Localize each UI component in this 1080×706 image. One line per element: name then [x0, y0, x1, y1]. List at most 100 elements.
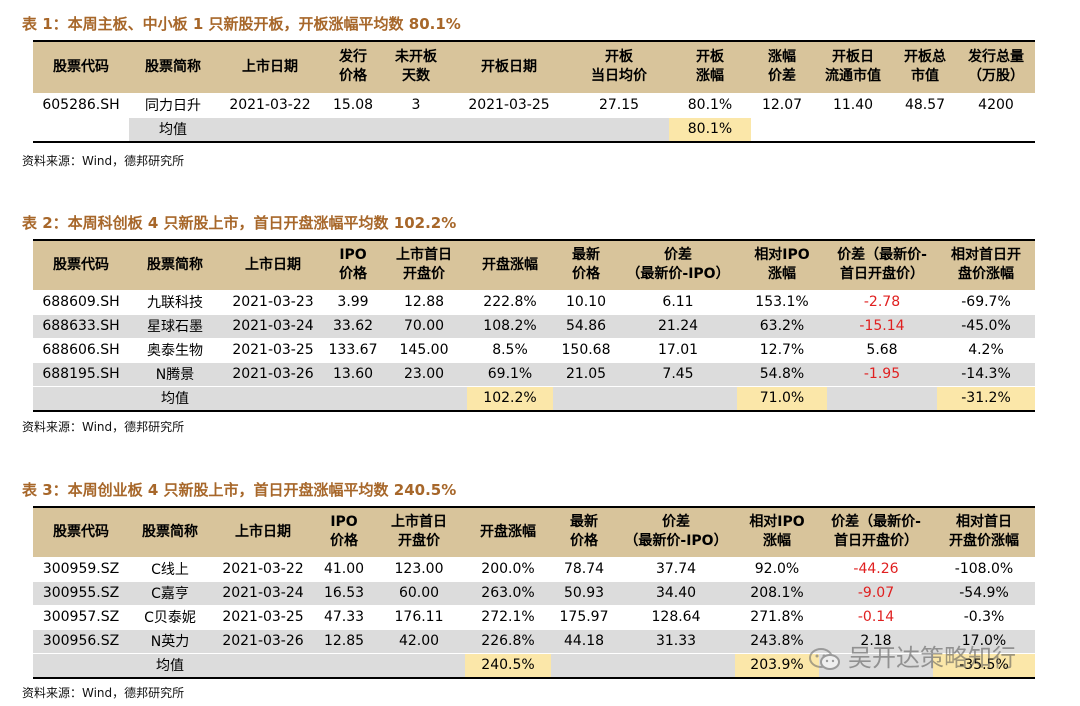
average-cell: [957, 116, 1035, 143]
table-cell: 2021-03-22: [217, 92, 323, 117]
table-cell: 271.8%: [735, 604, 819, 629]
table-cell: 15.08: [323, 92, 383, 117]
watermark: 吴开达策略知行: [808, 638, 1016, 673]
table-cell: 47.33: [315, 604, 373, 629]
table-cell: C贝泰妮: [129, 604, 211, 629]
table-cell: 4.2%: [937, 337, 1035, 362]
table-cell: 208.1%: [735, 580, 819, 605]
table-cell: -9.07: [819, 580, 933, 605]
header-line: 盘价涨幅: [958, 266, 1014, 283]
header-line: 价格: [330, 533, 358, 550]
table2-title: 表 2：本周科创板 4 只新股上市，首日开盘涨幅平均数 102.2%: [22, 214, 457, 232]
table-cell: 175.97: [551, 604, 617, 629]
table-cell: 同力日升: [129, 92, 217, 117]
table-cell: 128.64: [617, 604, 735, 629]
average-cell: [373, 652, 465, 679]
table3-source: 资料来源：Wind，德邦研究所: [22, 686, 185, 700]
table-cell: 2021-03-26: [211, 628, 315, 653]
average-cell: 102.2%: [467, 385, 553, 412]
average-cell: [217, 116, 323, 143]
table-cell: 37.74: [617, 556, 735, 581]
header-line: 相对IPO: [754, 247, 810, 264]
header-line: 涨幅: [696, 68, 724, 85]
table3-header-cell: 价差（最新价- 首日开盘价）: [819, 506, 933, 557]
table-row: 300956.SZ N英力 2021-03-26 12.85 42.00 226.8% 44…: [33, 628, 1035, 653]
table-cell: 九联科技: [129, 289, 221, 314]
table-cell: 80.1%: [669, 92, 751, 117]
table-cell: 300959.SZ: [33, 556, 129, 581]
table-cell: 176.11: [373, 604, 465, 629]
table2-header-cell: 价差 （最新价-IPO）: [619, 239, 737, 290]
table2-header-cell: 相对IPO 涨幅: [737, 239, 827, 290]
table2-header-cell: 最新 价格: [553, 239, 619, 290]
table2-header-cell: 价差（最新价- 首日开盘价）: [827, 239, 937, 290]
table-cell: 33.62: [325, 313, 381, 338]
table-cell: -108.0%: [933, 556, 1035, 581]
table-cell: 243.8%: [735, 628, 819, 653]
average-cell: [315, 652, 373, 679]
table3-header-cell: 上市日期: [211, 506, 315, 557]
header-line: 开盘价: [403, 266, 445, 283]
header-line: （万股）: [968, 68, 1024, 85]
table-cell: 688633.SH: [33, 313, 129, 338]
header-line: 开板: [605, 49, 633, 66]
header-line: 价差（最新价-: [837, 247, 927, 264]
header-line: 首日开盘价）: [840, 266, 924, 283]
table-cell: N腾景: [129, 361, 221, 386]
table3-header-cell: 相对IPO 涨幅: [735, 506, 819, 557]
header-line: 股票简称: [147, 256, 203, 273]
table-cell: 92.0%: [735, 556, 819, 581]
header-line: 上市首日: [391, 514, 447, 531]
table-cell: -15.14: [827, 313, 937, 338]
table-row: 605286.SH 同力日升 2021-03-22 15.08 3 2021-03-25 2…: [33, 92, 1035, 117]
table-cell: 27.15: [569, 92, 669, 117]
table-cell: 222.8%: [467, 289, 553, 314]
table-cell: 605286.SH: [33, 92, 129, 117]
header-line: 开板: [696, 49, 724, 66]
table1-header-cell: 发行 价格: [323, 40, 383, 93]
table-cell: 688606.SH: [33, 337, 129, 362]
table-cell: 41.00: [315, 556, 373, 581]
table-cell: 54.86: [553, 313, 619, 338]
average-cell: [323, 116, 383, 143]
average-cell: [33, 116, 129, 143]
wechat-icon: [808, 647, 842, 671]
table-cell: 42.00: [373, 628, 465, 653]
table2-header-cell: 股票简称: [129, 239, 221, 290]
average-cell: [551, 652, 617, 679]
table1-header-cell: 开板日期: [449, 40, 569, 93]
table-cell: 21.24: [619, 313, 737, 338]
table-cell: 2021-03-24: [221, 313, 325, 338]
table1-header-cell: 开板 当日均价: [569, 40, 669, 93]
average-cell: 均值: [129, 116, 217, 143]
table-cell: 2021-03-23: [221, 289, 325, 314]
header-line: 开盘涨幅: [480, 523, 536, 540]
average-cell: 71.0%: [737, 385, 827, 412]
table-cell: 263.0%: [465, 580, 551, 605]
table1-header-cell: 股票简称: [129, 40, 217, 93]
table1-header-cell: 开板日 流通市值: [813, 40, 893, 93]
table-cell: 60.00: [373, 580, 465, 605]
table3-header-cell: 股票代码: [33, 506, 129, 557]
table-cell: 23.00: [381, 361, 467, 386]
table-cell: 300955.SZ: [33, 580, 129, 605]
table1-header-cell: 股票代码: [33, 40, 129, 93]
table-cell: 8.5%: [467, 337, 553, 362]
table-cell: -0.3%: [933, 604, 1035, 629]
table2-header-cell: 相对首日开 盘价涨幅: [937, 239, 1035, 290]
table-cell: 2021-03-25: [449, 92, 569, 117]
table-cell: 16.53: [315, 580, 373, 605]
table-row: 688606.SH 奥泰生物 2021-03-25 133.67 145.00 8.5% 1…: [33, 337, 1035, 362]
table1-header-cell: 开板 涨幅: [669, 40, 751, 93]
average-cell: [751, 116, 813, 143]
table-cell: 688609.SH: [33, 289, 129, 314]
table-cell: 150.68: [553, 337, 619, 362]
table-cell: C嘉亨: [129, 580, 211, 605]
table-cell: 153.1%: [737, 289, 827, 314]
table2-header-cell: 股票代码: [33, 239, 129, 290]
table1-title: 表 1：本周主板、中小板 1 只新股开板，开板涨幅平均数 80.1%: [22, 15, 461, 33]
average-cell: [383, 116, 449, 143]
table-cell: 奥泰生物: [129, 337, 221, 362]
header-line: 股票代码: [53, 523, 109, 540]
header-line: 相对首日: [956, 514, 1012, 531]
